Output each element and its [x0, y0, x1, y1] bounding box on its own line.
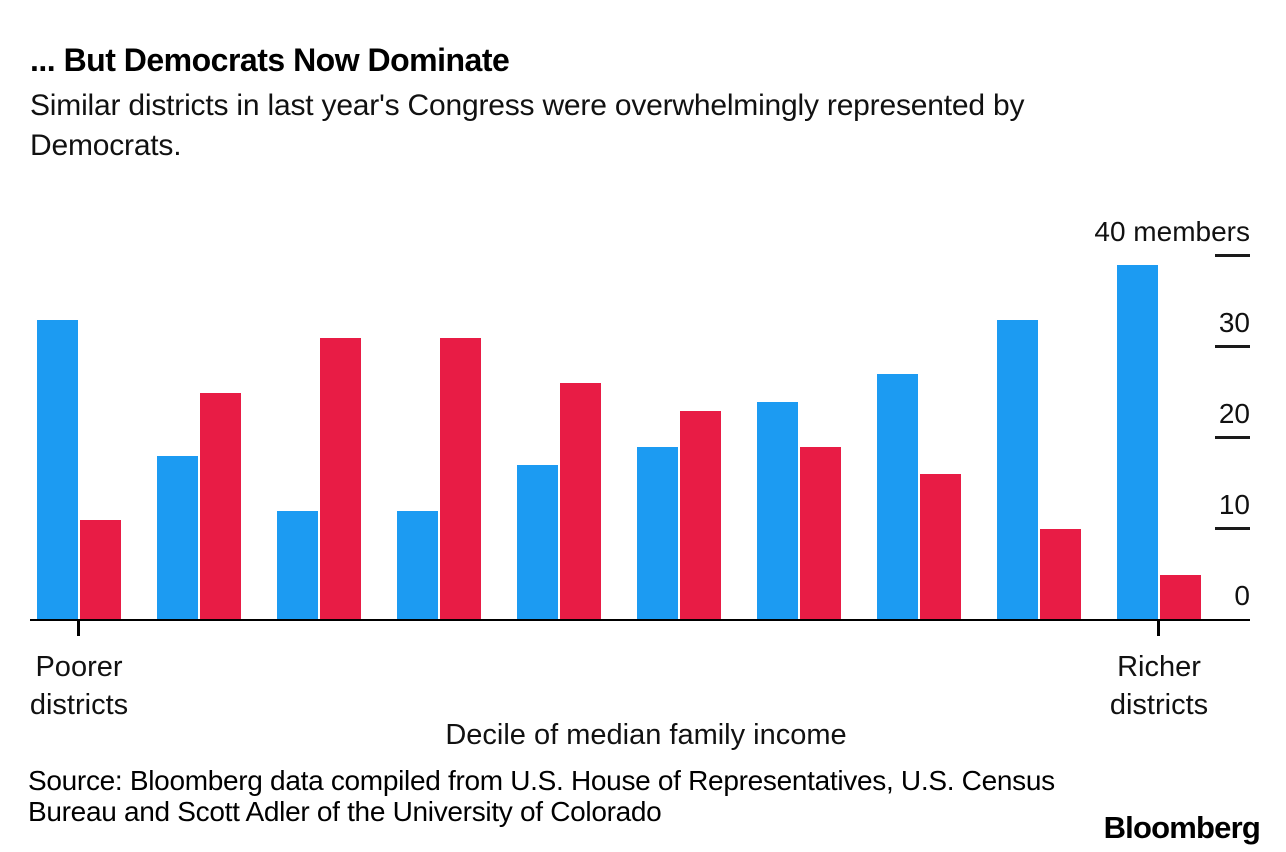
bar-republican-decile-6: [680, 410, 721, 620]
bar-republican-decile-9: [1040, 529, 1081, 620]
x-axis-title: Decile of median family income: [445, 719, 847, 751]
bar-democrat-decile-9: [997, 319, 1038, 620]
chart-subtitle-line2: Democrats.: [30, 129, 182, 162]
y-axis-tick-30: [1215, 345, 1250, 348]
bar-democrat-decile-3: [277, 510, 318, 620]
chart-title: ... But Democrats Now Dominate: [30, 42, 510, 78]
x-axis-tick-poorer: [77, 620, 80, 636]
bar-democrat-decile-7: [757, 401, 798, 620]
bar-democrat-decile-10: [1117, 265, 1158, 620]
y-axis-label-0: 0: [1234, 580, 1250, 611]
bar-republican-decile-10: [1160, 574, 1201, 620]
source-note: Source: Bloomberg data compiled from U.S…: [28, 765, 1055, 827]
bar-democrat-decile-5: [517, 465, 558, 620]
y-axis-label-40: 40 members: [1094, 216, 1250, 247]
bar-democrat-decile-6: [637, 447, 678, 620]
y-axis-label-30: 30: [1218, 307, 1250, 338]
bar-republican-decile-3: [320, 337, 361, 620]
x-axis-label-poorer: Poorer districts: [29, 651, 129, 721]
source-line2: Bureau and Scott Adler of the University…: [28, 796, 662, 827]
bar-republican-decile-7: [800, 447, 841, 620]
bar-republican-decile-1: [80, 519, 121, 620]
y-axis-tick-10: [1215, 527, 1250, 530]
bar-republican-decile-4: [440, 337, 481, 620]
bar-democrat-decile-8: [877, 374, 918, 620]
bar-democrat-decile-2: [157, 456, 198, 620]
y-axis-label-10: 10: [1218, 489, 1250, 520]
bar-democrat-decile-1: [37, 319, 78, 620]
y-axis-tick-20: [1215, 436, 1250, 439]
bar-republican-decile-2: [200, 392, 241, 620]
x-axis-line: [30, 619, 1250, 621]
bloomberg-logo: Bloomberg: [1103, 810, 1261, 845]
bar-democrat-decile-4: [397, 510, 438, 620]
bar-republican-decile-5: [560, 383, 601, 620]
chart-subtitle: Similar districts in last year's Congres…: [30, 86, 1024, 166]
source-line1: Source: Bloomberg data compiled from U.S…: [28, 765, 1055, 796]
x-axis-label-richer: Richer districts: [1109, 651, 1209, 721]
y-axis-label-20: 20: [1218, 398, 1250, 429]
chart-subtitle-line1: Similar districts in last year's Congres…: [30, 89, 1025, 122]
bars-container: [30, 256, 1250, 620]
y-axis-tick-40: [1215, 254, 1250, 257]
x-axis-tick-richer: [1157, 620, 1160, 636]
bar-republican-decile-8: [920, 474, 961, 620]
